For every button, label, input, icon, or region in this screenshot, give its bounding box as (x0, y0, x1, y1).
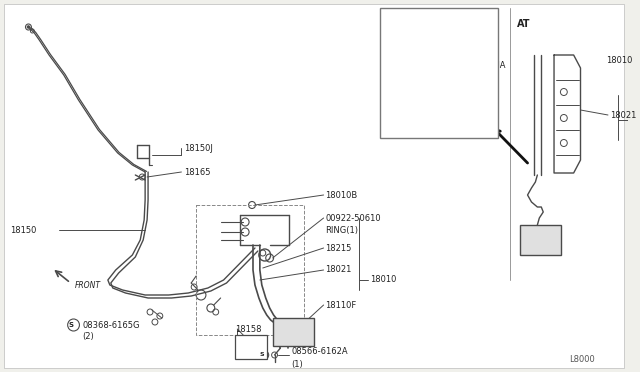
Text: AT: AT (516, 19, 531, 29)
Text: S: S (259, 353, 264, 357)
Text: 18110F: 18110F (326, 301, 357, 310)
Text: 18021: 18021 (610, 110, 636, 119)
Text: 08566-6162A: 08566-6162A (291, 347, 348, 356)
Text: 00922-50610: 00922-50610 (326, 214, 381, 222)
Text: (2): (2) (83, 333, 94, 341)
Text: 18150JA: 18150JA (470, 61, 505, 70)
Text: L8000: L8000 (569, 356, 595, 365)
Text: 18021: 18021 (326, 266, 352, 275)
Text: S: S (68, 322, 73, 328)
Text: 18010: 18010 (370, 276, 396, 285)
Text: (1): (1) (291, 359, 303, 369)
Text: 08368-6165G: 08368-6165G (83, 321, 140, 330)
Bar (520, 225, 561, 255)
Text: 18010B: 18010B (326, 190, 358, 199)
Text: 18165: 18165 (184, 167, 211, 176)
Bar (236, 335, 267, 359)
Text: 18215: 18215 (326, 244, 352, 253)
Text: 18150J: 18150J (184, 144, 213, 153)
Text: RING(1): RING(1) (326, 225, 358, 234)
Text: 18010: 18010 (606, 55, 632, 64)
Text: 18150: 18150 (10, 225, 36, 234)
Bar (196, 205, 304, 335)
Text: 18158: 18158 (236, 326, 262, 334)
Bar (380, 8, 498, 138)
Bar (273, 318, 314, 346)
Text: FRONT: FRONT (74, 280, 100, 289)
Circle shape (28, 26, 29, 28)
